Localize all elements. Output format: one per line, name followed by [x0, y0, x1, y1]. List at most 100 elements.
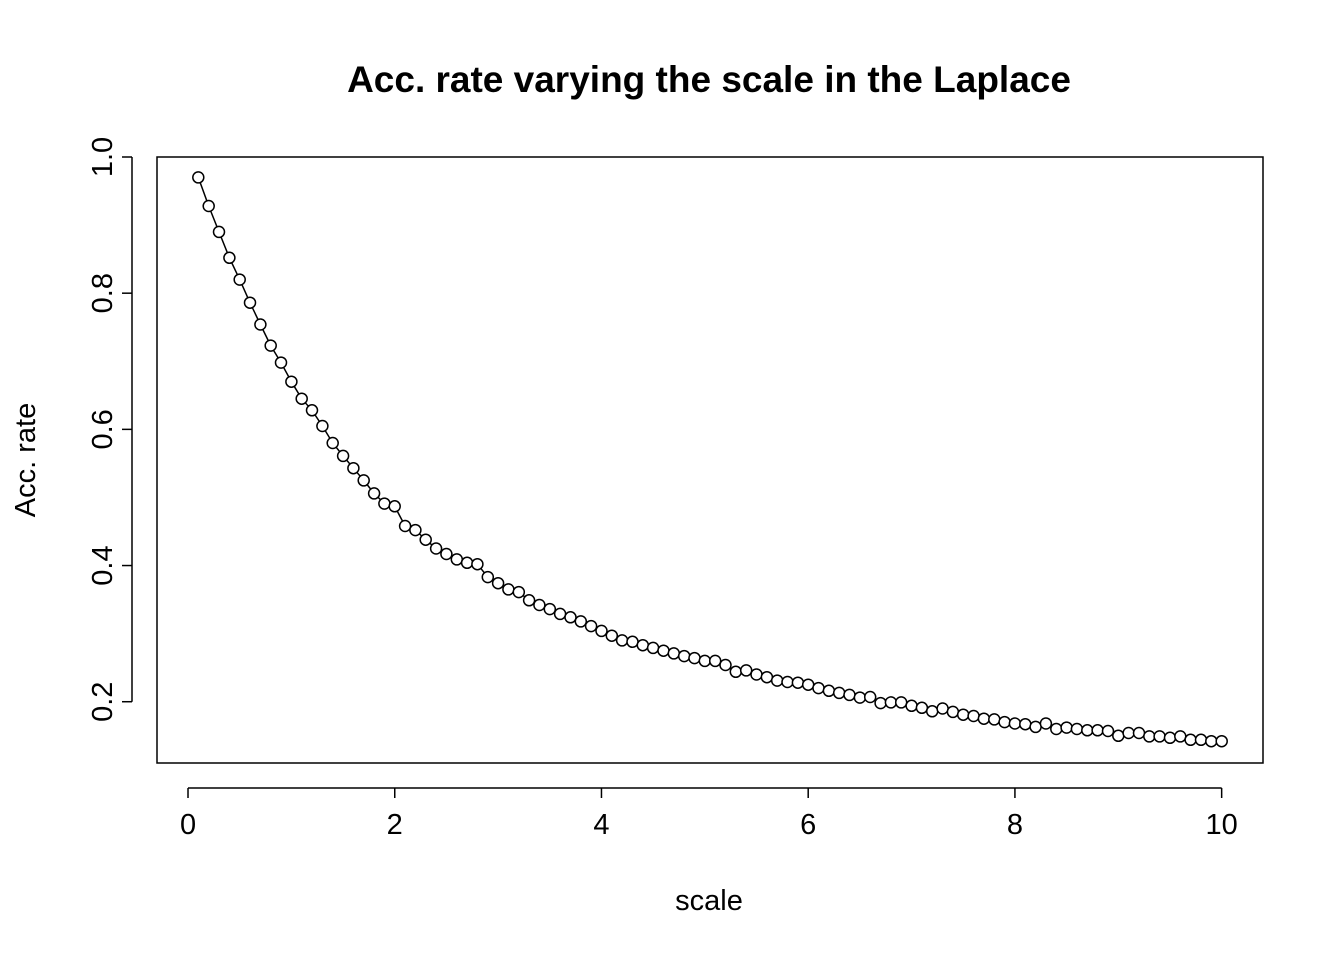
data-point: [1163, 731, 1177, 745]
data-point: [977, 712, 991, 725]
data-point: [481, 570, 495, 584]
data-point: [243, 296, 257, 309]
data-point: [533, 598, 546, 612]
data-point: [1143, 730, 1156, 743]
data-point: [657, 644, 670, 657]
data-point: [233, 273, 246, 286]
data-point: [729, 665, 743, 679]
data-point: [801, 678, 815, 691]
x-tick-label: 8: [1007, 809, 1023, 841]
data-point: [347, 461, 360, 475]
x-axis-label: scale: [675, 885, 743, 917]
data-point: [1132, 726, 1146, 740]
data-point: [254, 318, 267, 331]
series-layer: [192, 171, 1228, 748]
data-point: [667, 647, 681, 660]
data-point: [574, 615, 588, 628]
data-point: [1215, 734, 1228, 748]
data-point: [316, 419, 329, 433]
data-point: [564, 611, 577, 624]
data-point: [946, 705, 960, 719]
data-point: [1205, 734, 1218, 748]
data-point: [336, 449, 350, 463]
data-point: [1153, 730, 1166, 743]
data-point: [1174, 730, 1187, 743]
data-point: [781, 675, 794, 689]
data-point: [863, 690, 877, 704]
data-point: [378, 497, 391, 510]
data-point: [1122, 726, 1135, 740]
data-point: [698, 654, 712, 668]
data-point: [522, 594, 536, 607]
y-axis: 0.2 0.4 0.6 0.8 1.0: [87, 137, 133, 722]
data-point: [843, 688, 856, 702]
y-tick-label: 0.4: [87, 545, 119, 585]
data-point: [1060, 721, 1073, 734]
data-point: [1008, 717, 1022, 730]
data-point: [419, 533, 432, 546]
data-point: [202, 199, 215, 213]
data-point: [1050, 722, 1063, 736]
data-point: [1029, 720, 1042, 734]
data-point: [605, 629, 619, 642]
data-point: [512, 585, 526, 599]
x-tick-label: 6: [800, 809, 816, 841]
x-tick-label: 4: [593, 809, 609, 841]
data-point: [822, 684, 836, 698]
data-point: [936, 702, 949, 715]
data-point: [192, 171, 205, 184]
data-point: [1112, 729, 1125, 743]
x-tick-label: 10: [1206, 809, 1238, 841]
data-point: [615, 634, 629, 647]
data-point: [274, 356, 288, 369]
data-point: [874, 696, 887, 710]
data-point: [543, 602, 557, 616]
data-point: [584, 619, 598, 633]
data-point: [1070, 722, 1084, 736]
data-point: [429, 542, 443, 555]
data-point: [750, 668, 763, 681]
data-point: [367, 487, 381, 500]
data-point: [223, 251, 236, 265]
data-point: [1184, 733, 1197, 747]
data-point: [967, 709, 980, 723]
data-point: [853, 691, 867, 704]
chart-title: Acc. rate varying the scale in the Lapla…: [347, 59, 1071, 100]
y-tick-label: 0.8: [87, 273, 119, 313]
data-point: [636, 638, 650, 652]
data-point: [719, 658, 732, 672]
y-tick-label: 1.0: [87, 137, 119, 177]
data-point: [491, 576, 505, 590]
data-point: [295, 392, 308, 405]
data-point: [212, 225, 226, 239]
data-point: [894, 696, 908, 709]
data-point: [357, 474, 370, 487]
data-point: [760, 670, 774, 684]
data-point: [832, 686, 846, 700]
data-point: [791, 676, 805, 689]
data-point: [326, 436, 339, 450]
plot-frame: [156, 156, 1264, 764]
y-axis-label: Acc. rate: [10, 403, 42, 517]
data-point: [998, 715, 1011, 729]
data-point: [285, 375, 298, 388]
x-tick-label: 2: [387, 809, 403, 841]
data-point: [626, 635, 639, 649]
data-point: [553, 607, 567, 621]
x-tick-label: 0: [180, 809, 196, 841]
data-point: [1039, 717, 1053, 730]
data-point: [915, 701, 929, 715]
data-point: [305, 404, 319, 417]
data-point: [688, 651, 701, 665]
data-point: [1194, 733, 1208, 747]
data-point: [1081, 724, 1094, 737]
data-point: [595, 624, 608, 638]
data-point: [905, 699, 918, 713]
data-point: [646, 641, 660, 655]
data-point: [1101, 724, 1115, 738]
data-point: [739, 664, 753, 677]
data-point: [988, 713, 1001, 726]
data-point: [812, 681, 825, 695]
